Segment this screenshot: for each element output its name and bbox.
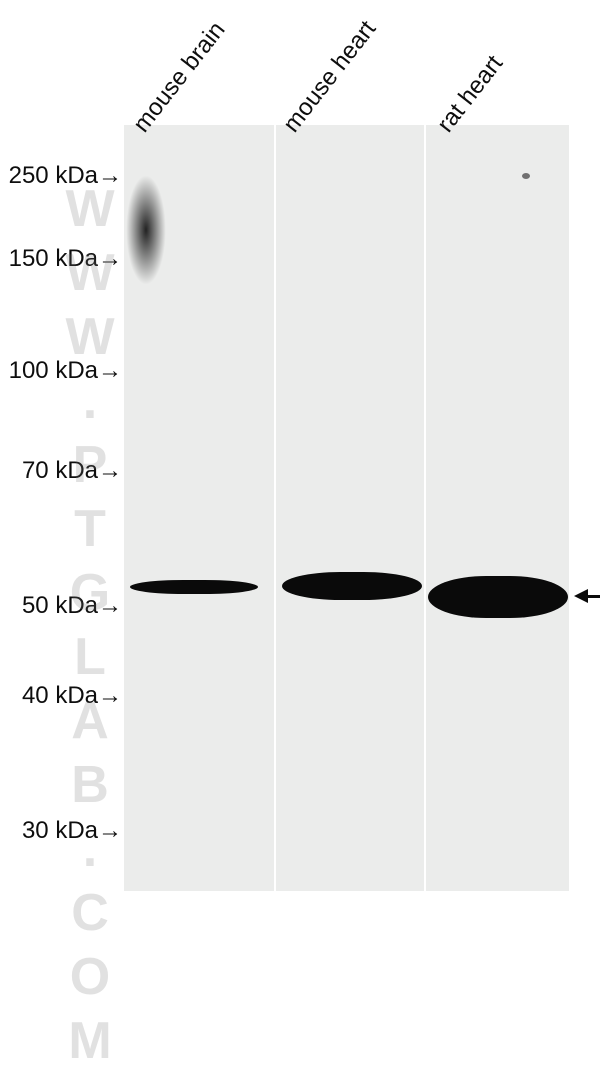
- arrow-line: [588, 595, 600, 598]
- lane-separator-1: [274, 125, 276, 891]
- band-lane2: [282, 572, 422, 600]
- spot: [522, 173, 530, 179]
- lane-label-2: mouse heart: [278, 16, 382, 138]
- band-lane1: [130, 580, 258, 594]
- blot-area: [124, 125, 569, 891]
- smudge: [126, 175, 166, 285]
- watermark: WWW.PTGLAB.COM: [60, 180, 120, 1076]
- lane-label-1: mouse brain: [128, 17, 231, 138]
- target-arrow: [574, 589, 600, 603]
- figure-container: mouse brain mouse heart rat heart 250 kD…: [0, 0, 600, 903]
- arrow-head-icon: [574, 589, 588, 603]
- lane-separator-2: [424, 125, 426, 891]
- band-lane3: [428, 576, 568, 618]
